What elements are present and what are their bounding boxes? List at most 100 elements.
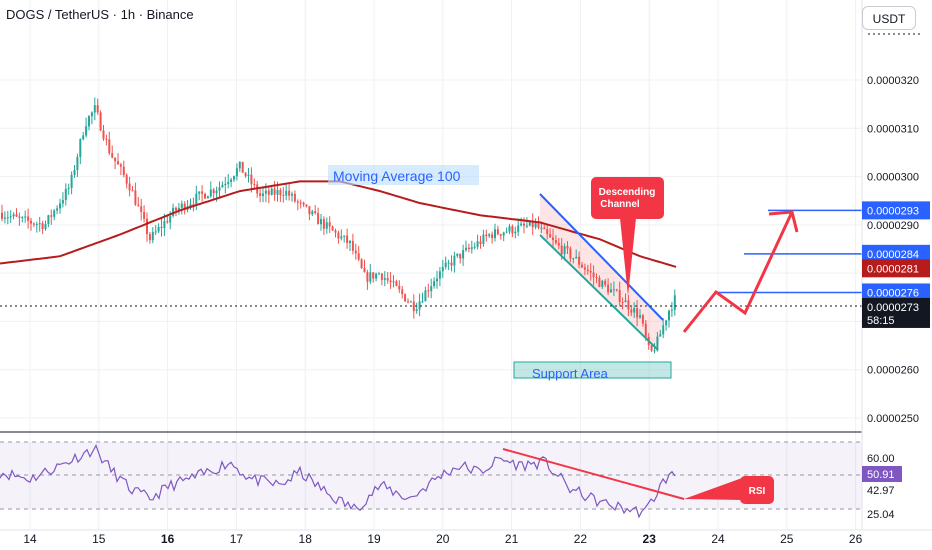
candle-body (262, 193, 264, 196)
candle-body (163, 221, 166, 229)
candle-body (456, 253, 459, 256)
grid (0, 0, 862, 530)
candle-body (450, 262, 453, 266)
candle-body (496, 229, 499, 235)
candle-body (546, 229, 549, 235)
candle-body (131, 190, 134, 192)
candle-body (433, 281, 436, 287)
price-label: 0.0000273 (867, 302, 919, 314)
candle-body (540, 227, 543, 229)
price-label: 0.0000284 (867, 249, 919, 261)
candle-body (659, 334, 662, 337)
candle-body (53, 210, 56, 217)
candle-body (15, 214, 18, 217)
candle-body (427, 290, 430, 292)
candle-body (378, 273, 380, 275)
descending-channel-pointer (620, 218, 636, 296)
candle-body (670, 309, 673, 311)
candle-body (59, 203, 61, 209)
candle-body (93, 105, 96, 113)
x-tick-label: 26 (849, 532, 863, 546)
candle-body (117, 161, 119, 165)
candle-body (610, 289, 612, 293)
candle-body (247, 174, 250, 176)
candle-body (462, 250, 465, 259)
candle-body (238, 161, 241, 169)
candle-body (27, 216, 30, 221)
candle-body (337, 232, 340, 239)
rsi-line (0, 444, 676, 519)
candle-body (465, 247, 467, 251)
candle-body (409, 301, 412, 303)
candle-body (88, 116, 90, 127)
candle-body (204, 193, 206, 199)
candle-body (615, 289, 618, 291)
candle-body (673, 295, 676, 310)
candle-body (366, 272, 369, 282)
candle-body (264, 190, 267, 194)
candle-body (511, 226, 514, 234)
candle-body (395, 281, 398, 286)
candle-body (137, 204, 140, 207)
candle-body (357, 253, 360, 260)
rsi-tick-label: 42.97 (867, 485, 895, 497)
x-tick-label: 18 (299, 532, 313, 546)
candle-body (494, 229, 496, 239)
candle-body (41, 223, 44, 230)
price-axis[interactable]: 0.0000250 0.0000260 0.0000290 0.0000300 0.00… (867, 75, 919, 425)
candle-body (549, 234, 552, 238)
candle-body (134, 190, 137, 205)
candle-body (299, 202, 302, 204)
rsi-axis[interactable]: 60.00 42.97 25.04 50.91 (862, 453, 902, 521)
candle-body (398, 285, 401, 290)
candle-body (636, 308, 639, 318)
candle-body (520, 223, 523, 226)
candle-body (644, 323, 647, 337)
candle-body (279, 189, 282, 196)
candle-body (557, 242, 560, 246)
candle-body (250, 174, 253, 185)
candle-body (311, 211, 314, 215)
candle-body (351, 240, 354, 251)
channel-upper-line (539, 193, 664, 321)
candle-body (111, 153, 114, 158)
candle-body (668, 310, 670, 321)
rsi-value-label: 50.91 (867, 469, 895, 481)
candle-body (624, 300, 627, 303)
candle-body (317, 213, 320, 225)
candle-body (32, 223, 35, 225)
candle-body (575, 256, 578, 259)
candle-body (340, 236, 343, 239)
candle-body (12, 214, 15, 217)
candle-body (198, 191, 201, 194)
candle-body (253, 184, 256, 186)
candle-body (18, 216, 21, 218)
x-tick-label: 20 (436, 532, 450, 546)
candle-body (581, 264, 583, 268)
candle-body (140, 206, 143, 212)
candle-body (70, 174, 73, 189)
currency-button[interactable]: USDT (862, 6, 916, 30)
candle-body (444, 262, 447, 268)
candle-body (293, 193, 296, 202)
candle-body (459, 253, 462, 259)
candle-body (73, 170, 76, 175)
candle-body (595, 277, 598, 279)
y-tick-label: 0.0000320 (867, 75, 919, 87)
candle-body (125, 175, 128, 184)
candle-body (96, 105, 99, 113)
candle-body (491, 234, 494, 239)
candle-body (641, 315, 644, 324)
candle-body (612, 289, 615, 291)
candle-body (322, 219, 325, 229)
candle-body (386, 278, 389, 281)
candle-body (421, 301, 424, 303)
time-axis[interactable]: 14 15 16 17 18 19 20 21 22 23 24 25 26 (23, 532, 862, 546)
candle-body (151, 231, 154, 241)
candle-body (531, 220, 534, 228)
candle-body (528, 220, 531, 226)
candle-body (30, 220, 32, 224)
candle-body (105, 138, 108, 140)
candle-body (154, 231, 157, 233)
rsi-tick-label: 25.04 (867, 509, 895, 521)
